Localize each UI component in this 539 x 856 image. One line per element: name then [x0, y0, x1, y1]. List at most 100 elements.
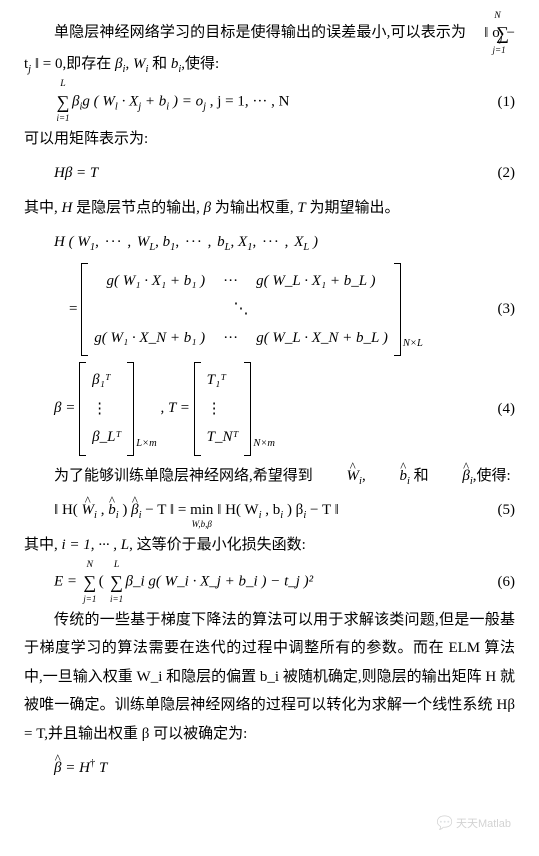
t: H ( W	[54, 234, 90, 250]
t: , ··· ,	[175, 234, 217, 250]
t: ,即存在	[63, 56, 116, 72]
hat-beta: β	[432, 462, 469, 491]
t: T₁ᵀ	[207, 366, 239, 395]
t: 其中,	[24, 200, 62, 216]
t: L	[52, 75, 74, 94]
t: β	[204, 200, 211, 216]
t: ,使得:	[181, 56, 219, 72]
t: β	[115, 56, 122, 72]
para-4: 为了能够训练单隐层神经网络,希望得到 Wi, bi 和 βi,使得:	[24, 462, 515, 491]
t: b	[108, 496, 116, 525]
t: 是隐层节点的输出,	[72, 200, 203, 216]
t: ‖ = 0	[31, 56, 62, 72]
para-5: 其中, i = 1, ··· , L, 这等价于最小化损失函数:	[24, 531, 515, 560]
t: 单隐层神经网络学习的目标是使得输出的误差最小,可以表示为	[54, 25, 466, 41]
t: g( W_L · X_N + b_L )	[256, 324, 388, 353]
eq-num: (1)	[478, 88, 516, 117]
t: X	[238, 234, 247, 250]
t: ) = o	[169, 93, 203, 109]
t: , b	[262, 502, 281, 518]
matrix-beta: β₁ᵀ ⋮ β_Lᵀ L×m	[79, 362, 157, 456]
t: ,	[125, 56, 133, 72]
t: H	[62, 200, 73, 216]
t: · X	[118, 93, 138, 109]
t: β_i g( W_i · X_j + b_i ) − t_j )²	[126, 574, 314, 590]
t: j=1	[463, 42, 488, 59]
t: T_Nᵀ	[207, 423, 239, 452]
para-1: 单隐层神经网络学习的目标是使得输出的误差最小,可以表示为N∑j=1‖ oj − …	[24, 16, 515, 79]
para-3: 其中, H 是隐层节点的输出, β 为输出权重, T 为期望输出。	[24, 194, 515, 223]
t: N	[79, 556, 101, 575]
matrix-H: g( W₁ · X₁ + b₁ )···g( W_L · X₁ + b_L ) …	[81, 263, 423, 357]
t: + b	[141, 93, 166, 109]
sum-inline: N∑j=1	[466, 16, 484, 50]
t: ‖ H(	[54, 502, 82, 518]
equation-5: ‖ H( Wi , bi ) βi − T ‖ = minW,b,β ‖ H( …	[24, 496, 515, 525]
equation-3-head: H ( W1, ··· , WL, b1, ··· , bL, X1, ··· …	[24, 228, 515, 257]
t: g ( W	[82, 93, 115, 109]
equation-2: Hβ = T (2)	[24, 159, 515, 188]
t: 和	[148, 56, 171, 72]
sum: N∑j=1	[81, 565, 99, 599]
t: ‖ H( W	[213, 502, 258, 518]
t: ,	[97, 502, 108, 518]
t: ⋮	[92, 395, 121, 424]
equation-1: L∑i=1βig ( Wl · Xj + bi ) = oj , j = 1, …	[24, 85, 515, 119]
sum: L∑i=1	[54, 85, 72, 119]
t: T	[297, 200, 305, 216]
t: W	[82, 496, 95, 525]
t: , T =	[160, 401, 193, 417]
t: − T ‖ =	[142, 502, 191, 518]
t: , ··· ,	[252, 234, 294, 250]
t: ···	[223, 267, 238, 296]
t: 为期望输出。	[306, 200, 400, 216]
t: β_Lᵀ	[92, 423, 121, 452]
t: ) β	[283, 502, 303, 518]
t: g( W₁ · X₁ + b₁ )	[107, 267, 206, 296]
t: N×L	[401, 334, 423, 356]
t: g( W₁ · X_N + b₁ )	[94, 324, 205, 353]
t: E =	[54, 574, 81, 590]
para-6: 传统的一些基于梯度下降法的算法可以用于求解该类问题,但是一般基于梯度学习的算法需…	[24, 606, 515, 749]
t: i = 1, ··· , L	[62, 537, 130, 553]
t: i=1	[50, 110, 75, 127]
t: i=1	[104, 591, 129, 608]
t: W	[133, 56, 146, 72]
t: 为输出权重,	[211, 200, 297, 216]
t: 天天Matlab	[456, 818, 511, 830]
t: − T ‖	[306, 502, 339, 518]
equation-3: = g( W₁ · X₁ + b₁ )···g( W_L · X₁ + b_L …	[24, 263, 515, 357]
t: (	[99, 574, 108, 590]
t: ···	[223, 324, 238, 353]
t: , ··· ,	[95, 234, 137, 250]
sum: L∑i=1	[108, 565, 126, 599]
eq-num: (3)	[478, 295, 516, 324]
t: 为了能够训练单隐层神经网络,希望得到	[54, 468, 317, 484]
t: , j = 1, ··· , N	[206, 93, 289, 109]
t: 和	[410, 468, 433, 484]
t: N×m	[251, 434, 275, 456]
t: 其中,	[24, 537, 62, 553]
t: g( W_L · X₁ + b_L )	[256, 267, 375, 296]
hat-b: b	[369, 462, 407, 491]
t: β	[131, 496, 138, 525]
watermark: 💬 天天Matlab	[437, 811, 511, 836]
eq-num: (2)	[478, 159, 516, 188]
t: N	[464, 7, 486, 26]
equation-6: E = N∑j=1( L∑i=1β_i g( W_i · X_j + b_i )…	[24, 565, 515, 599]
t: j=1	[77, 591, 102, 608]
t: b	[217, 234, 225, 250]
hat-W: W	[317, 462, 360, 491]
t: = H	[61, 760, 89, 776]
t: , 这等价于最小化损失函数:	[129, 537, 306, 553]
eq-num: (4)	[478, 395, 516, 424]
equation-4: β = β₁ᵀ ⋮ β_Lᵀ L×m , T = T₁ᵀ ⋮ T_Nᵀ N×m …	[24, 362, 515, 456]
t: X	[294, 234, 303, 250]
eq-num: (5)	[478, 496, 516, 525]
t: L	[106, 556, 128, 575]
t: )	[309, 234, 318, 250]
t: ⋮	[207, 395, 239, 424]
eq-body: Hβ = T	[24, 159, 478, 188]
eq-num: (6)	[478, 568, 516, 597]
t: )	[119, 502, 132, 518]
